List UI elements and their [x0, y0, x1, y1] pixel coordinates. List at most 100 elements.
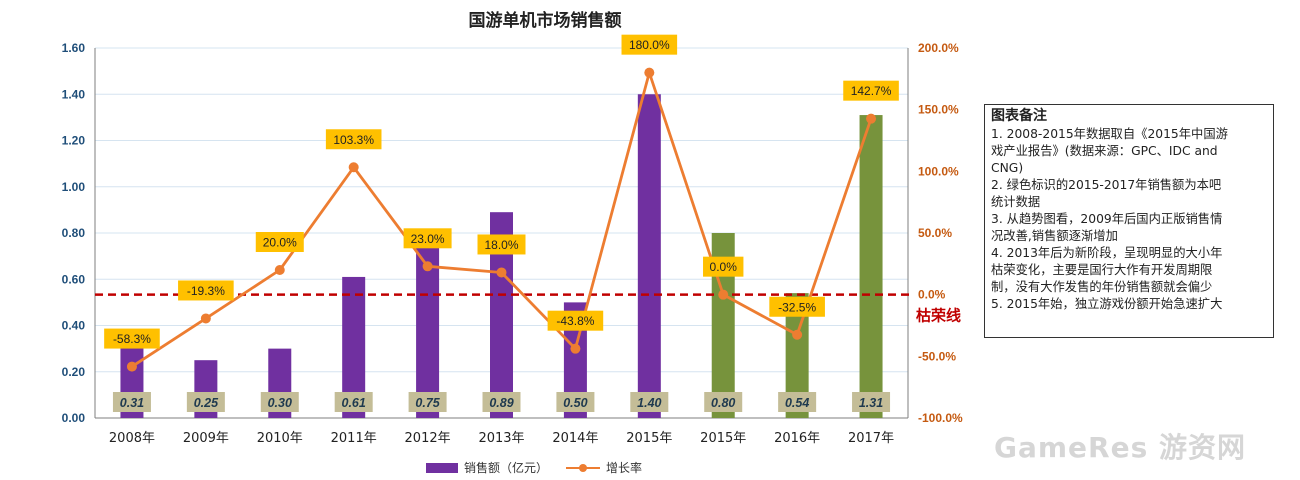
growth-rate-label: -32.5% [778, 300, 816, 314]
notes-line: CNG) [991, 161, 1024, 175]
growth-rate-point [792, 329, 803, 340]
notes-line: 5. 2015年始，独立游戏份额开始急速扩大 [991, 297, 1223, 311]
y-left-tick-label: 0.80 [62, 226, 86, 240]
notes-line: 3. 从趋势图看，2009年后国内正版销售情 [991, 212, 1223, 226]
notes-line: 4. 2013年后为新阶段，呈现明显的大小年 [991, 246, 1223, 260]
bar-value-box [482, 392, 521, 412]
y-right-tick-label: 0.0% [918, 288, 946, 302]
growth-rate-point [348, 162, 359, 173]
growth-rate-point [496, 267, 507, 278]
growth-rate-point [718, 289, 729, 300]
y-right-tick-label: 200.0% [918, 41, 959, 55]
growth-rate-point [126, 361, 137, 372]
chart-title: 国游单机市场销售额 [468, 11, 622, 31]
x-tick-label: 2017年 [848, 431, 894, 446]
bar [342, 276, 366, 418]
y-left-tick-label: 0.60 [62, 272, 86, 286]
y-right-tick-label: 150.0% [918, 103, 959, 117]
bar-value-box [408, 392, 447, 412]
y-left-tick-label: 1.00 [62, 180, 86, 194]
growth-rate-point [422, 261, 433, 272]
legend-bar-label: 销售额（亿元） [464, 461, 549, 475]
y-right-tick-label: -100.0% [918, 411, 963, 425]
bar-value-box [186, 392, 225, 412]
bar-value-label: 0.25 [194, 396, 219, 410]
bar-value-box [556, 392, 595, 412]
chart-notes-box: 图表备注 1. 2008-2015年数据取自《2015年中国游 戏产业报告》(数… [984, 104, 1274, 338]
growth-rate-callout [104, 328, 160, 349]
bar-value-box [852, 392, 891, 412]
y-left-tick-label: 1.40 [62, 87, 86, 101]
x-tick-label: 2010年 [257, 431, 303, 446]
growth-rate-point [866, 113, 877, 124]
growth-rate-label: -43.8% [556, 314, 594, 328]
growth-rate-callout [325, 129, 382, 150]
bar [416, 244, 440, 418]
growth-rate-label: 103.3% [333, 133, 374, 147]
growth-rate-callout [403, 228, 452, 249]
y-left-tick-label: 0.00 [62, 411, 86, 425]
growth-rate-callout [547, 310, 604, 331]
notes-line: 况改善,销售额逐渐增加 [991, 229, 1118, 243]
x-tick-label: 2014年 [552, 431, 598, 446]
growth-rate-point [570, 343, 581, 354]
growth-rate-callout [178, 280, 234, 301]
y-right-tick-label: 50.0% [918, 226, 952, 240]
bar-value-box [334, 392, 373, 412]
bar-value-box [112, 392, 151, 412]
bar-value-box [704, 392, 743, 412]
notes-line: 2. 绿色标识的2015-2017年销售额为本吧 [991, 178, 1222, 192]
growth-rate-point [644, 67, 655, 78]
growth-rate-callout [769, 296, 825, 317]
bar-value-label: 0.31 [120, 396, 144, 410]
y-right-tick-label: 100.0% [918, 164, 959, 178]
watermark-logo: GameRes 游资网 [994, 431, 1247, 464]
legend-line-swatch [566, 462, 601, 474]
y-left-tick-label: 1.60 [62, 41, 86, 55]
bar-value-box [630, 392, 669, 412]
y-left-tick-label: 0.40 [62, 319, 86, 333]
bar-value-box [778, 392, 817, 412]
growth-rate-callout [255, 232, 304, 252]
bar [490, 212, 513, 418]
y-left-tick-label: 0.20 [62, 365, 86, 379]
reference-line-label: 枯荣线 [916, 307, 961, 325]
bar-value-label: 0.30 [268, 396, 292, 410]
bar-value-label: 0.80 [711, 396, 735, 410]
x-tick-label: 2016年 [774, 431, 820, 446]
growth-rate-callout [703, 256, 744, 277]
growth-rate-label: 180.0% [629, 38, 670, 52]
growth-rate-point [200, 313, 211, 324]
bar [859, 115, 883, 418]
growth-rate-label: 23.0% [411, 232, 445, 246]
bar-value-label: 1.40 [637, 396, 661, 410]
bar-value-box [260, 392, 299, 412]
notes-title: 图表备注 [991, 108, 1047, 124]
x-tick-label: 2009年 [183, 431, 229, 446]
x-tick-label: 2012年 [405, 431, 451, 446]
notes-line: 戏产业报告》(数据来源：GPC、IDC and [991, 144, 1218, 158]
x-tick-label: 2011年 [331, 431, 377, 446]
notes-line: 1. 2008-2015年数据取自《2015年中国游 [991, 127, 1228, 141]
growth-rate-label: 18.0% [484, 238, 518, 252]
chart-legend: 销售额（亿元） 增长率 [426, 459, 642, 476]
x-tick-label: 2015年 [700, 431, 746, 446]
y-right-tick-label: -50.0% [918, 349, 956, 363]
growth-rate-label: -19.3% [187, 284, 225, 298]
bar-value-label: 0.54 [785, 396, 809, 410]
growth-rate-callout [843, 80, 899, 101]
bar-value-label: 0.89 [489, 396, 513, 410]
y-left-tick-label: 1.20 [62, 134, 86, 148]
growth-rate-callout [621, 34, 678, 55]
bar [785, 293, 809, 418]
bar-value-label: 0.75 [415, 396, 440, 410]
bar-value-label: 0.50 [563, 396, 587, 410]
legend-bar-swatch [426, 462, 458, 473]
growth-rate-point [274, 265, 285, 275]
x-tick-label: 2008年 [109, 431, 155, 446]
growth-rate-label: 142.7% [851, 84, 892, 98]
bar-value-label: 1.31 [859, 396, 883, 410]
bar-value-label: 0.61 [342, 396, 366, 410]
notes-line: 制，没有大作发售的年份销售额就会偏少 [991, 280, 1213, 294]
